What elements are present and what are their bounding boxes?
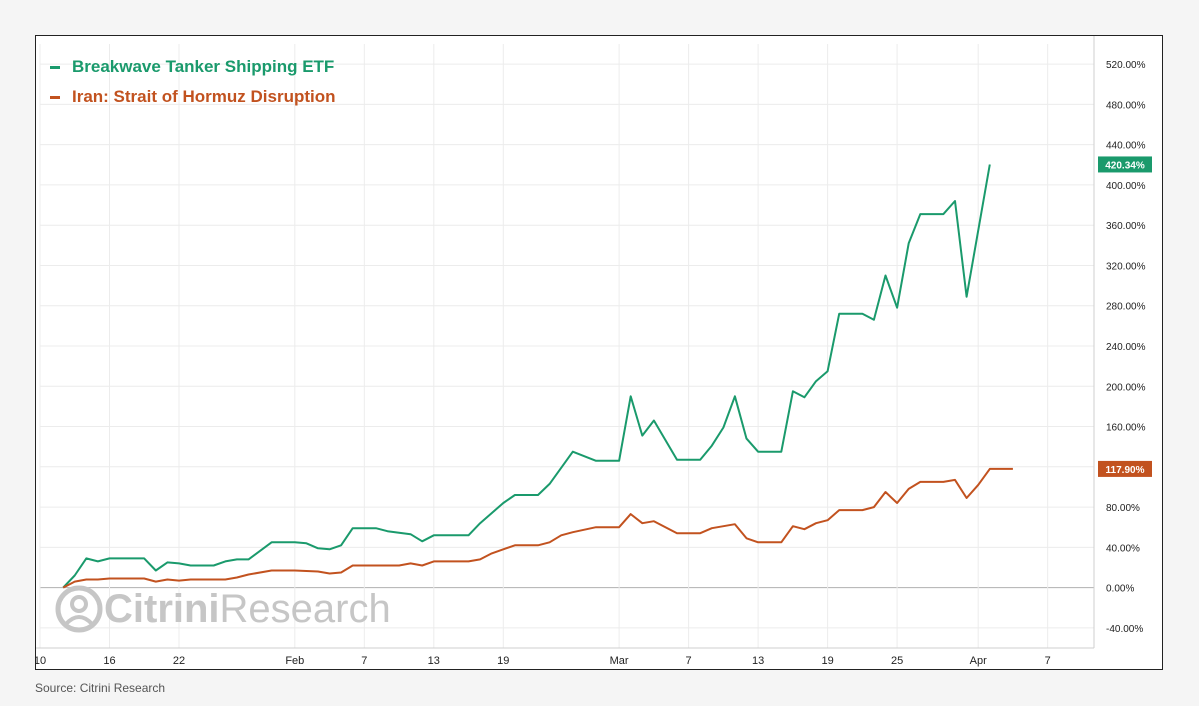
x-tick-label: Feb — [285, 655, 304, 667]
legend-swatch-etf — [50, 65, 60, 69]
x-tick-label: 7 — [686, 655, 692, 667]
x-tick-label: 10 — [36, 655, 46, 667]
watermark-light-text: Research — [219, 586, 391, 631]
source-note: Source: Citrini Research — [35, 681, 166, 695]
y-tick-label: 520.00% — [1106, 60, 1146, 71]
x-tick-label: Apr — [970, 655, 987, 667]
watermark-bold-text: Citrini — [104, 586, 220, 631]
x-tick-label: 13 — [752, 655, 764, 667]
y-tick-label: 160.00% — [1106, 423, 1146, 434]
y-tick-label: 0.00% — [1106, 584, 1134, 595]
x-tick-label: 25 — [891, 655, 903, 667]
y-tick-label: 200.00% — [1106, 382, 1146, 393]
watermark: Citrini Research — [54, 584, 391, 634]
x-tick-label: 7 — [361, 655, 367, 667]
y-tick-label: 80.00% — [1106, 503, 1140, 514]
last-value-badge-etf: 420.34% — [1105, 160, 1145, 171]
series-line-etf — [62, 164, 991, 589]
chart-frame: -40.00%0.00%40.00%80.00%120.00%160.00%20… — [35, 35, 1163, 670]
legend-swatch-hormuz — [50, 95, 60, 99]
legend-item-hormuz: Iran: Strait of Hormuz Disruption — [50, 82, 336, 112]
y-tick-label: 440.00% — [1106, 141, 1146, 152]
chart-plot: -40.00%0.00%40.00%80.00%120.00%160.00%20… — [36, 36, 1152, 667]
y-tick-label: 240.00% — [1106, 342, 1146, 353]
citrini-logo-icon — [55, 585, 103, 633]
chart-legend: Breakwave Tanker Shipping ETF Iran: Stra… — [50, 52, 336, 112]
y-tick-label: 480.00% — [1106, 100, 1146, 111]
x-tick-label: 19 — [821, 655, 833, 667]
x-tick-label: 7 — [1045, 655, 1051, 667]
x-tick-label: 22 — [173, 655, 185, 667]
last-value-badge-bg — [1098, 460, 1152, 477]
legend-item-etf: Breakwave Tanker Shipping ETF — [50, 52, 336, 82]
legend-label-hormuz: Iran: Strait of Hormuz Disruption — [72, 87, 336, 106]
y-tick-label: 280.00% — [1106, 302, 1146, 313]
x-tick-label: Mar — [610, 655, 629, 667]
legend-label-etf: Breakwave Tanker Shipping ETF — [72, 57, 335, 76]
y-tick-label: 360.00% — [1106, 221, 1146, 232]
y-tick-label: 320.00% — [1106, 261, 1146, 272]
x-tick-label: 19 — [497, 655, 509, 667]
y-tick-label: 40.00% — [1106, 543, 1140, 554]
x-tick-label: 16 — [103, 655, 115, 667]
last-value-badge-hormuz: 117.90% — [1106, 465, 1145, 476]
last-value-badge-bg — [1098, 156, 1152, 173]
y-tick-label: 400.00% — [1106, 181, 1146, 192]
x-tick-label: 13 — [428, 655, 440, 667]
series-line-hormuz — [62, 467, 1013, 589]
y-tick-label: -40.00% — [1106, 624, 1143, 635]
